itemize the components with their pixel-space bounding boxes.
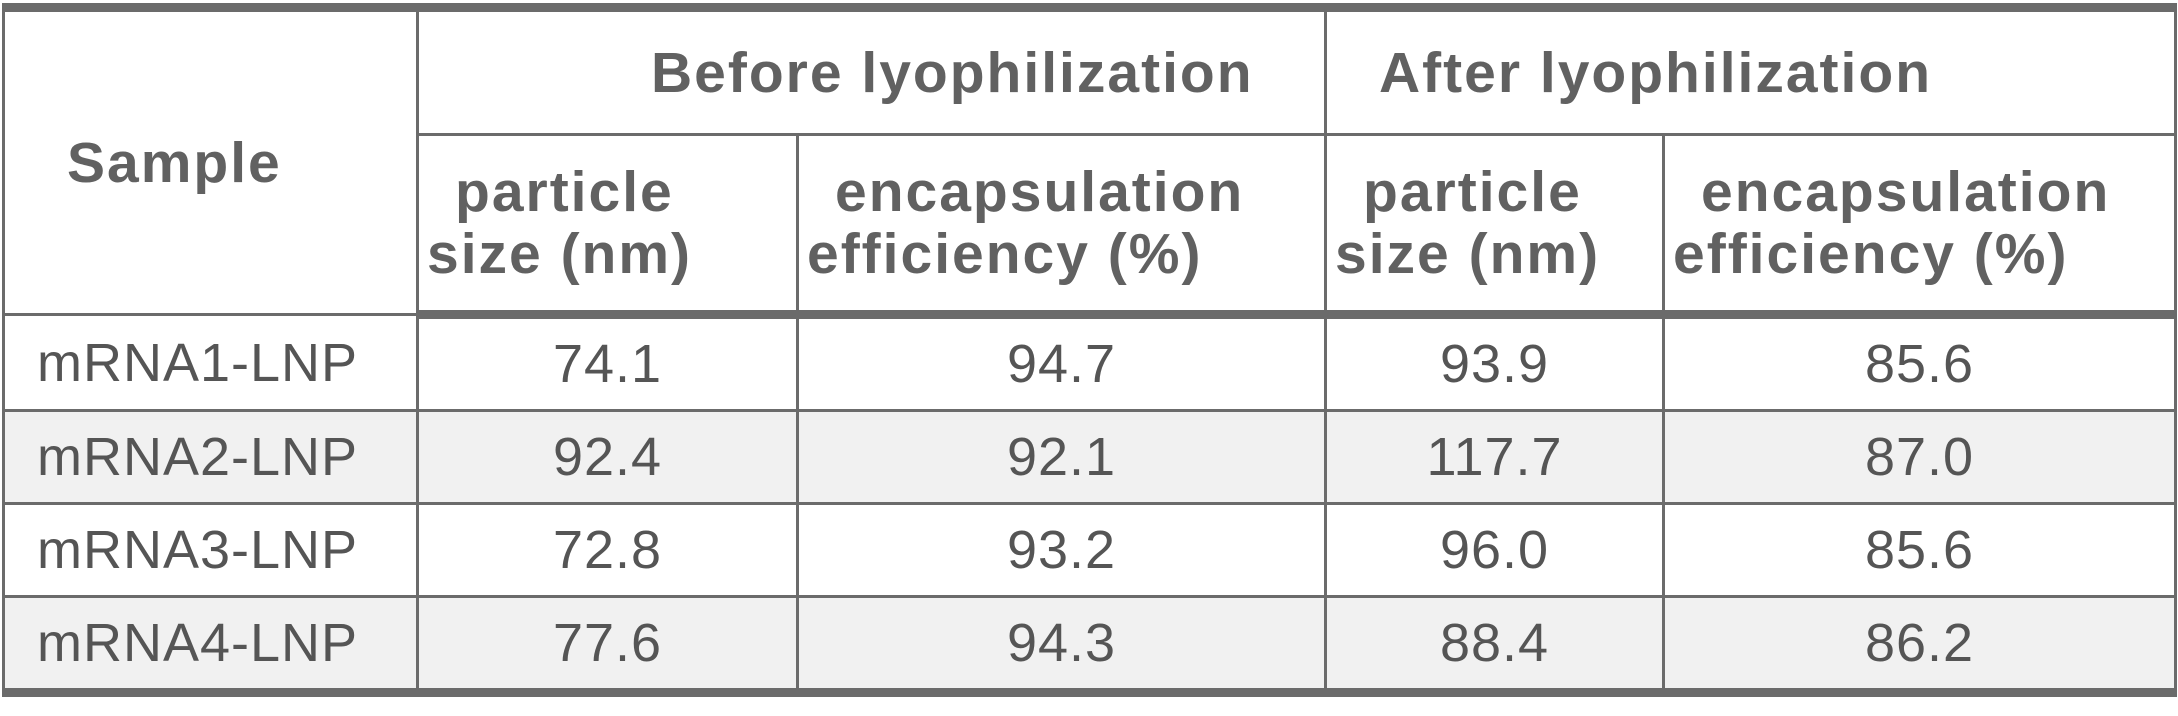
header-row-groups: Sample Before lyophilization After lyoph… bbox=[2, 3, 2178, 316]
after-size-cell: 93.9 bbox=[1324, 313, 1666, 412]
after-lyophilization-header: After lyophilization bbox=[1324, 3, 2178, 136]
lnp-lyophilization-table-container: Sample Before lyophilization After lyoph… bbox=[2, 3, 2178, 697]
after-encapsulation-cell: 86.2 bbox=[1662, 595, 2178, 697]
after-encapsulation-cell: 85.6 bbox=[1662, 502, 2178, 598]
header-line: size (nm) bbox=[427, 222, 693, 286]
after-encapsulation-cell: 87.0 bbox=[1662, 409, 2178, 505]
table-row: mRNA2-LNP 92.4 92.1 117.7 87.0 bbox=[2, 409, 2178, 505]
before-size-cell: 92.4 bbox=[416, 409, 799, 505]
table-body: mRNA1-LNP 74.1 94.7 93.9 85.6 mRNA2-LNP … bbox=[2, 313, 2178, 697]
before-lyophilization-header: Before lyophilization bbox=[415, 3, 1328, 136]
table-header: Sample Before lyophilization After lyoph… bbox=[2, 3, 2178, 319]
before-size-cell: 74.1 bbox=[416, 313, 799, 412]
before-size-cell: 77.6 bbox=[416, 595, 799, 697]
after-particle-size-header: particle size (nm) bbox=[1324, 133, 1666, 319]
table-row: mRNA4-LNP 77.6 94.3 88.4 86.2 bbox=[2, 595, 2178, 697]
after-size-cell: 88.4 bbox=[1324, 595, 1666, 697]
sample-column-header: Sample bbox=[2, 3, 419, 316]
table-row: mRNA3-LNP 72.8 93.2 96.0 85.6 bbox=[2, 502, 2178, 598]
header-line: efficiency (%) bbox=[1673, 222, 2069, 286]
header-line: encapsulation bbox=[1701, 160, 2111, 224]
lnp-lyophilization-table: Sample Before lyophilization After lyoph… bbox=[2, 3, 2178, 697]
before-particle-size-header: particle size (nm) bbox=[416, 133, 799, 319]
table-row: mRNA1-LNP 74.1 94.7 93.9 85.6 bbox=[2, 313, 2178, 412]
before-encapsulation-cell: 93.2 bbox=[795, 502, 1328, 598]
sample-name-cell: mRNA1-LNP bbox=[2, 313, 419, 412]
before-encapsulation-cell: 94.7 bbox=[795, 313, 1328, 412]
after-encapsulation-cell: 85.6 bbox=[1662, 313, 2178, 412]
sample-name-cell: mRNA2-LNP bbox=[2, 409, 419, 505]
before-encapsulation-header: encapsulation efficiency (%) bbox=[795, 133, 1328, 319]
sample-name-cell: mRNA3-LNP bbox=[2, 502, 419, 598]
sample-name-cell: mRNA4-LNP bbox=[2, 595, 419, 697]
after-encapsulation-header: encapsulation efficiency (%) bbox=[1662, 133, 2178, 319]
after-size-cell: 96.0 bbox=[1324, 502, 1666, 598]
header-row-subcolumns: particle size (nm) encapsulation efficie… bbox=[4, 133, 2178, 319]
before-size-cell: 72.8 bbox=[416, 502, 799, 598]
header-line: size (nm) bbox=[1335, 222, 1601, 286]
after-size-cell: 117.7 bbox=[1324, 409, 1666, 505]
header-line: particle bbox=[455, 160, 674, 224]
header-line: efficiency (%) bbox=[807, 222, 1203, 286]
header-line: particle bbox=[1363, 160, 1582, 224]
before-encapsulation-cell: 94.3 bbox=[795, 595, 1328, 697]
header-line: encapsulation bbox=[835, 160, 1245, 224]
before-encapsulation-cell: 92.1 bbox=[795, 409, 1328, 505]
